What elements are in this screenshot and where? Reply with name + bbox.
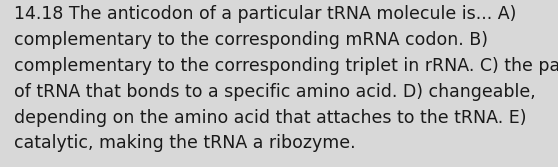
Text: 14.18 The anticodon of a particular tRNA molecule is... A): 14.18 The anticodon of a particular tRNA… xyxy=(14,5,516,23)
Text: complementary to the corresponding triplet in rRNA. C) the part: complementary to the corresponding tripl… xyxy=(14,57,558,75)
Text: complementary to the corresponding mRNA codon. B): complementary to the corresponding mRNA … xyxy=(14,31,488,49)
Text: depending on the amino acid that attaches to the tRNA. E): depending on the amino acid that attache… xyxy=(14,109,526,127)
Text: catalytic, making the tRNA a ribozyme.: catalytic, making the tRNA a ribozyme. xyxy=(14,134,355,152)
Text: of tRNA that bonds to a specific amino acid. D) changeable,: of tRNA that bonds to a specific amino a… xyxy=(14,83,536,101)
